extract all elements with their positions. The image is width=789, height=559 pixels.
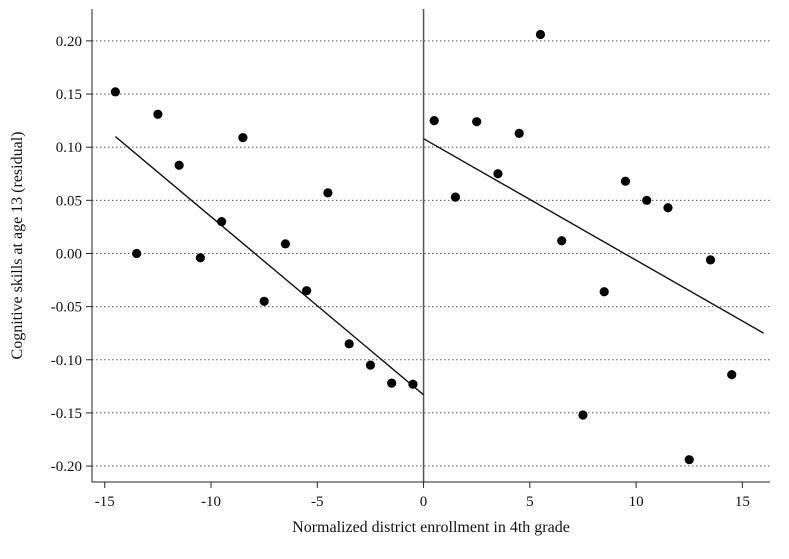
y-tick-label: -0.10 (51, 353, 82, 369)
y-axis-title: Cognitive skills at age 13 (residual) (9, 132, 26, 360)
x-tick-label: -15 (95, 494, 115, 510)
data-point (557, 236, 567, 246)
x-tick-label: 5 (526, 494, 534, 510)
data-point (642, 195, 652, 205)
y-tick-label: 0.20 (56, 34, 82, 50)
data-point (344, 339, 354, 349)
y-tick-label: 0.00 (56, 246, 82, 262)
fit-lines (114, 136, 764, 396)
data-point (514, 128, 524, 138)
y-tick-labels: 0.20 0.15 0.10 0.05 0.00 -0.05 -0.10 -0.15 -0.20 (51, 34, 82, 475)
x-tick-label: -10 (201, 494, 221, 510)
data-point (387, 378, 397, 388)
data-points (110, 29, 737, 465)
y-tick-label: -0.20 (51, 459, 82, 475)
data-point (663, 203, 673, 213)
data-point (620, 176, 631, 186)
data-point (599, 287, 609, 297)
data-point (493, 169, 503, 179)
y-tick-label: 0.15 (56, 87, 82, 103)
grid-lines (92, 40, 770, 467)
data-point (727, 370, 737, 380)
x-tick-label: 15 (735, 494, 750, 510)
x-tick-label: 10 (629, 494, 644, 510)
y-tick-label: 0.05 (56, 193, 82, 209)
data-point (280, 239, 291, 249)
data-point (174, 160, 184, 170)
fit-line (114, 136, 425, 396)
data-point (578, 410, 588, 420)
x-axis-title: Normalized district enrollment in 4th gr… (292, 519, 570, 536)
x-tick-label: 0 (420, 494, 428, 510)
data-point (323, 188, 333, 198)
data-point (684, 455, 694, 465)
y-tick-label: 0.10 (56, 140, 82, 156)
axes (86, 9, 770, 488)
data-point (429, 116, 439, 126)
data-point (408, 379, 418, 389)
data-point (153, 109, 163, 119)
data-point (450, 192, 461, 202)
data-point (195, 253, 205, 263)
data-point (132, 248, 142, 259)
y-tick-label: -0.05 (51, 300, 82, 316)
x-tick-labels: -15 -10 -5 0 5 10 15 (95, 494, 750, 510)
data-point (365, 360, 376, 370)
data-point (238, 133, 248, 143)
data-point (705, 255, 716, 265)
data-point (472, 117, 482, 127)
fit-line (423, 138, 764, 334)
data-point (217, 216, 227, 227)
data-point (535, 29, 546, 40)
data-point (259, 296, 269, 306)
data-point (110, 87, 120, 97)
data-point (302, 286, 312, 296)
x-tick-label: -5 (311, 494, 324, 510)
y-tick-label: -0.15 (51, 406, 82, 422)
